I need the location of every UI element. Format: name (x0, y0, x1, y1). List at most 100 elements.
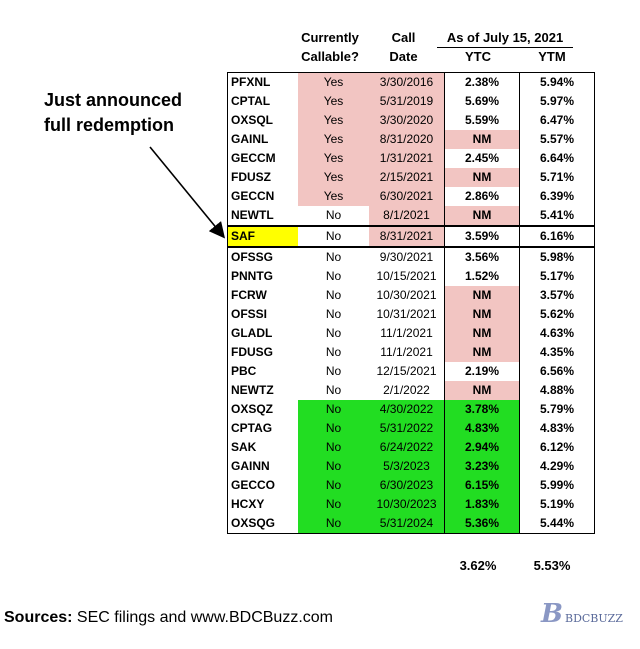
ticker-cell: FDUSG (231, 345, 273, 359)
ticker-cell: GAINL (231, 132, 269, 146)
table-row: OXSQG No 5/31/2024 5.36% 5.44% (228, 514, 595, 534)
callable-cell: No (325, 326, 342, 340)
table-row: FCRW No 10/30/2021 NM 3.57% (228, 286, 595, 305)
ytc-cell: NM (444, 206, 520, 227)
table-row: OXSQZ No 4/30/2022 3.78% 5.79% (228, 400, 595, 419)
ytm-cell: 5.98% (519, 247, 595, 267)
ytc-cell: 1.83% (444, 495, 520, 514)
header-callable-line2: Callable? (301, 49, 359, 64)
callable-cell: No (298, 438, 369, 457)
ytc-cell: NM (444, 286, 520, 305)
callable-cell: Yes (298, 72, 369, 92)
ticker-cell: OFSSI (231, 307, 268, 321)
call-date-cell: 5/3/2023 (369, 457, 445, 476)
call-date-cell: 3/30/2020 (369, 111, 445, 130)
header-call-date: Call Date (366, 28, 441, 66)
call-date-cell: 1/31/2021 (369, 149, 445, 168)
callable-cell: Yes (298, 168, 369, 187)
ticker-cell: HCXY (231, 497, 265, 511)
table-row: SAF No 8/31/2021 3.59% 6.16% (227, 226, 595, 248)
header-callable-line1: Currently (301, 30, 359, 45)
ytm-cell: 4.29% (519, 457, 595, 476)
header-call-line1: Call (391, 30, 416, 45)
table-row: FDUSZ Yes 2/15/2021 NM 5.71% (228, 168, 595, 187)
ytc-cell: 2.38% (444, 72, 520, 92)
ticker-cell: SAF (227, 226, 298, 248)
callable-cell: Yes (298, 149, 369, 168)
call-date-cell: 5/31/2019 (369, 92, 445, 111)
bdcbuzz-logo: B BDCBUZZ (541, 599, 623, 629)
callable-cell: No (298, 400, 369, 419)
header-currently-callable: Currently Callable? (292, 28, 368, 66)
ytm-cell: 6.56% (519, 362, 595, 381)
callable-cell: No (325, 345, 342, 359)
call-date-cell: 10/31/2021 (376, 307, 437, 321)
table-row: NEWTL No 8/1/2021 NM 5.41% (227, 206, 595, 227)
callable-cell: No (298, 495, 369, 514)
ticker-cell: GECCN (231, 189, 275, 203)
call-date-cell: 5/31/2024 (369, 514, 445, 534)
ticker-cell: OXSQG (231, 516, 276, 530)
call-date-cell: 2/1/2022 (383, 383, 430, 397)
ytc-cell: 3.59% (444, 226, 520, 248)
callable-cell: Yes (298, 187, 369, 206)
ticker-cell: FDUSZ (231, 170, 271, 184)
table-row: GECCM Yes 1/31/2021 2.45% 6.64% (228, 149, 595, 168)
ytc-cell: 3.23% (444, 457, 520, 476)
ytc-cell: 2.86% (444, 187, 520, 206)
table-row: PNNTG No 10/15/2021 1.52% 5.17% (228, 267, 595, 286)
ytm-cell: 6.12% (519, 438, 595, 457)
ytc-cell: 5.69% (444, 92, 520, 111)
bdcbuzz-logo-mark-icon: B (541, 599, 563, 629)
ytc-cell: 2.19% (444, 362, 520, 381)
ticker-cell: NEWTL (227, 206, 298, 227)
call-date-cell: 6/24/2022 (369, 438, 445, 457)
ytc-cell: 5.59% (444, 111, 520, 130)
callable-cell: No (325, 250, 342, 264)
ticker-cell: PFXNL (231, 75, 271, 89)
bond-table: PFXNL Yes 3/30/2016 2.38% 5.94% CPTAL Yes 5/31/… (227, 72, 595, 534)
callable-cell: Yes (298, 130, 369, 149)
call-date-cell: 8/1/2021 (369, 206, 445, 227)
ytm-cell: 5.94% (519, 72, 595, 92)
ytm-cell: 5.17% (519, 267, 595, 286)
sources-label: Sources: (4, 609, 73, 626)
ytm-cell: 5.97% (519, 92, 595, 111)
call-date-cell: 11/1/2021 (380, 345, 433, 359)
ticker-cell: NEWTZ (231, 383, 274, 397)
ytc-cell: NM (444, 130, 520, 149)
ticker-cell: GECCO (231, 478, 276, 492)
table-row: GECCN Yes 6/30/2021 2.86% 6.39% (228, 187, 595, 206)
callable-cell: No (298, 206, 369, 227)
ticker-cell: OXSQZ (231, 402, 274, 416)
callable-cell: No (298, 226, 369, 248)
ticker-cell: CPTAG (231, 421, 273, 435)
ytm-cell: 4.83% (519, 419, 595, 438)
ticker-cell: PBC (231, 364, 257, 378)
call-date-cell: 4/30/2022 (369, 400, 445, 419)
call-date-cell: 2/15/2021 (369, 168, 445, 187)
ytm-cell: 5.57% (519, 130, 595, 149)
ytm-cell: 6.47% (519, 111, 595, 130)
ytm-cell: 5.62% (519, 305, 595, 324)
ticker-cell: SAK (231, 440, 257, 454)
ytc-cell: 3.78% (444, 400, 520, 419)
table-row: CPTAL Yes 5/31/2019 5.69% 5.97% (228, 92, 595, 111)
call-date-cell: 3/30/2016 (369, 72, 445, 92)
header-ytc: YTC (465, 49, 491, 64)
table-row: GAINN No 5/3/2023 3.23% 4.29% (228, 457, 595, 476)
call-date-cell: 11/1/2021 (380, 326, 433, 340)
callable-cell: No (298, 457, 369, 476)
call-date-cell: 5/31/2022 (369, 419, 445, 438)
table-row: OFSSG No 9/30/2021 3.56% 5.98% (228, 247, 595, 267)
ytc-cell: 5.36% (444, 514, 520, 534)
callable-cell: Yes (298, 111, 369, 130)
ticker-cell: GECCM (231, 151, 276, 165)
total-ytc: 3.62% (459, 558, 497, 573)
ytm-cell: 5.99% (519, 476, 595, 495)
ytc-cell: 2.45% (444, 149, 520, 168)
ticker-cell: OFSSG (231, 250, 274, 264)
header-call-line2: Date (389, 49, 418, 64)
callable-cell: No (298, 419, 369, 438)
ytc-cell: NM (444, 381, 520, 400)
